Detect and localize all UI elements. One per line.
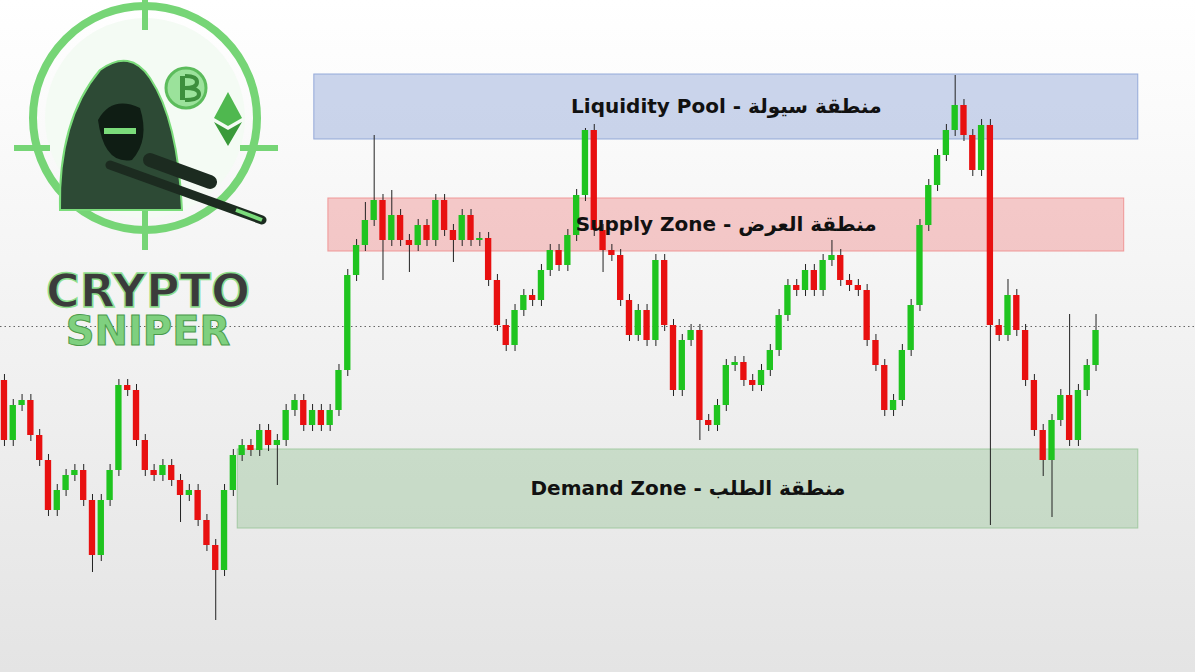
svg-text:Demand Zone - منطقة الطلب: Demand Zone - منطقة الطلب [531, 476, 846, 500]
svg-text:Liquidity Pool - منطقة سيولة: Liquidity Pool - منطقة سيولة [571, 94, 882, 118]
svg-text:Supply Zone - منطقة العرض: Supply Zone - منطقة العرض [576, 212, 877, 236]
svg-text:CRYPTO: CRYPTO [46, 264, 250, 318]
svg-text:SNIPER: SNIPER [66, 308, 231, 354]
